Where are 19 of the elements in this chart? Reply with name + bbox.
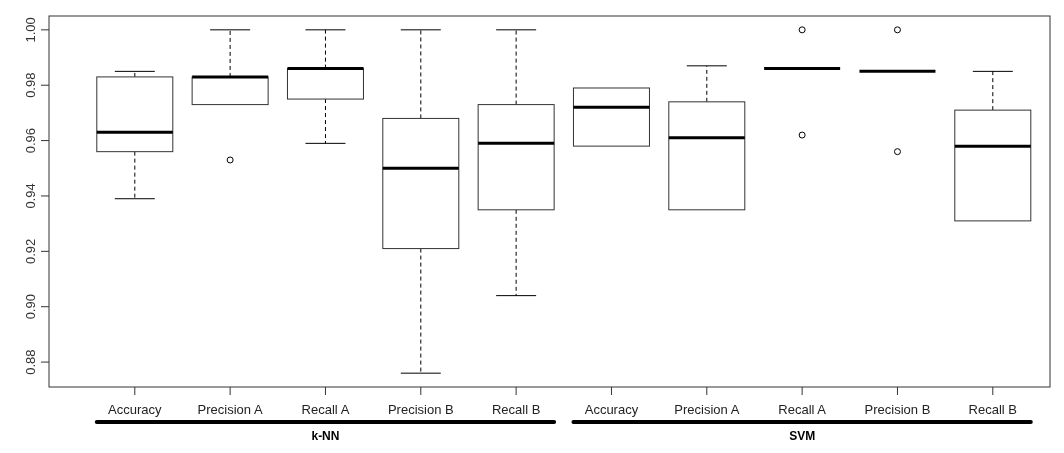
y-tick-label: 1.00 <box>23 17 38 43</box>
x-tick-label: Recall B <box>968 402 1018 417</box>
x-tick-label: Accuracy <box>584 402 639 417</box>
x-tick-label: Precision B <box>387 402 454 417</box>
x-tick-label: Recall A <box>301 402 350 417</box>
y-tick-label: 0.94 <box>23 183 38 209</box>
y-tick-label: 0.98 <box>23 72 38 98</box>
x-tick-label: Accuracy <box>108 402 163 417</box>
y-tick-label: 0.92 <box>23 238 38 264</box>
text: SVM <box>789 429 816 443</box>
x-tick-label: Precision A <box>197 402 263 417</box>
y-tick-label: 0.88 <box>23 349 38 375</box>
x-tick-label: Recall A <box>778 402 827 417</box>
text: k-NN <box>311 429 340 443</box>
x-tick-label: Precision B <box>864 402 931 417</box>
x-tick-label: Precision A <box>674 402 740 417</box>
y-tick-label: 0.90 <box>23 294 38 320</box>
y-tick-label: 0.96 <box>23 127 38 154</box>
x-tick-label: Recall B <box>491 402 541 417</box>
